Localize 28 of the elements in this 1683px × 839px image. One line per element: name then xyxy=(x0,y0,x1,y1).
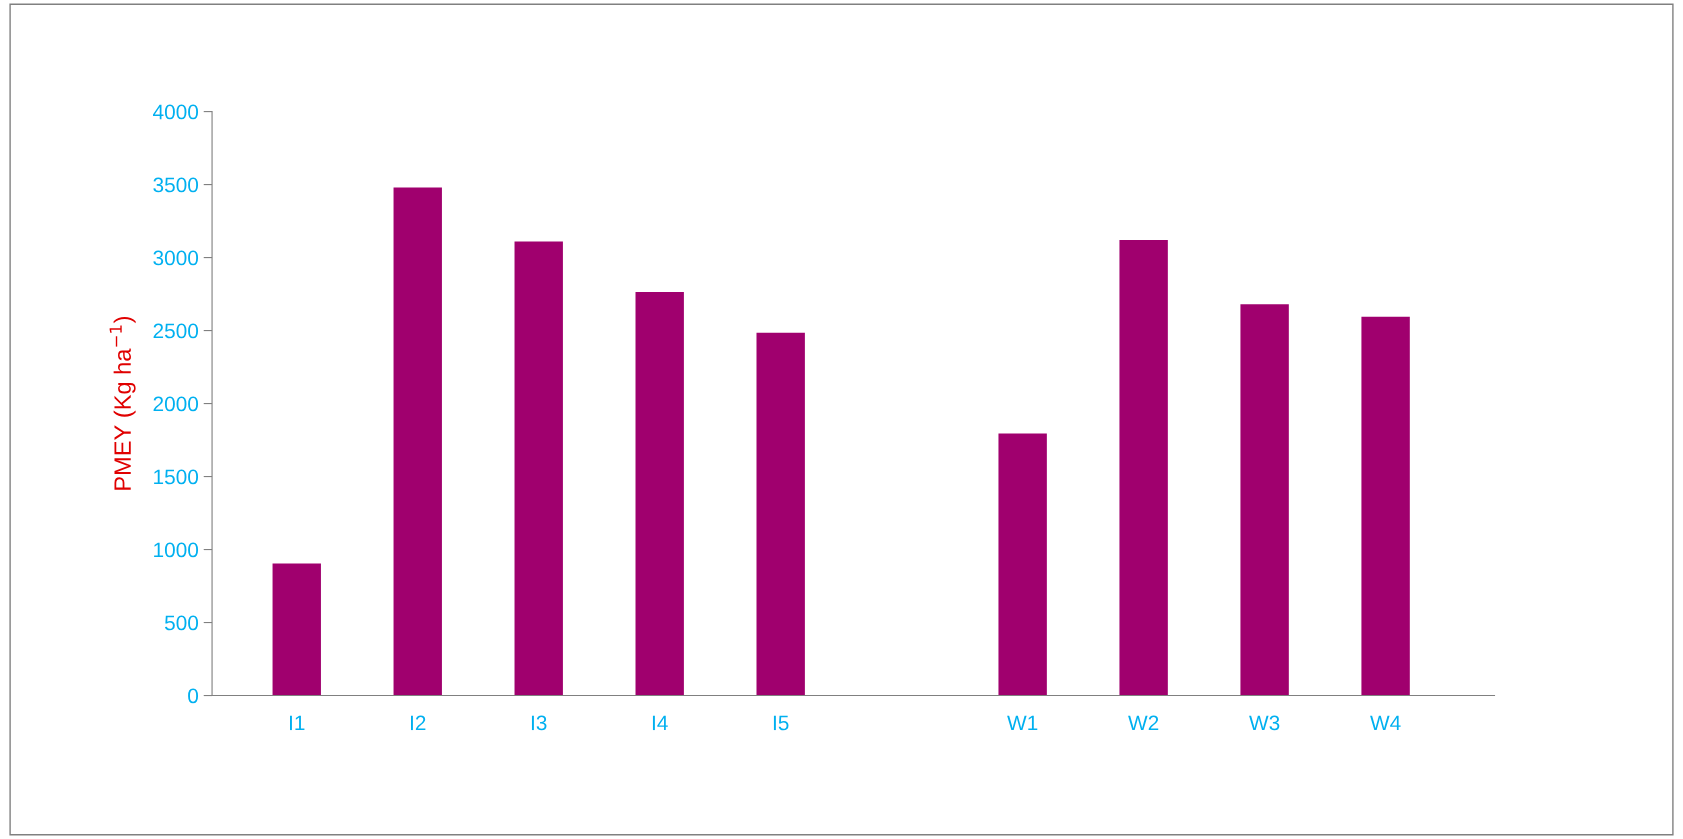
x-tick-label: I3 xyxy=(531,715,547,731)
y-tick-label: 0 xyxy=(188,688,199,704)
x-tick-label: W4 xyxy=(1370,715,1401,731)
bar xyxy=(635,291,684,696)
bar xyxy=(272,563,321,696)
bar xyxy=(514,241,563,696)
y-axis-title: PMEY (Kg ha$^{−1}$) xyxy=(109,316,136,490)
bar xyxy=(1361,316,1410,696)
y-tick-label: 4000 xyxy=(153,104,199,120)
y-tick-label: 3000 xyxy=(153,250,199,266)
y-tick-label: 2000 xyxy=(153,396,199,412)
x-tick-label: I2 xyxy=(410,715,426,731)
y-tick-label: 3500 xyxy=(153,177,199,193)
x-tick-label: W1 xyxy=(1007,715,1038,731)
y-tick-label: 2500 xyxy=(153,323,199,339)
bar xyxy=(998,433,1047,696)
bar xyxy=(1119,240,1168,696)
y-tick-label: 500 xyxy=(164,615,199,631)
bar xyxy=(756,332,805,696)
y-tick-label: 1500 xyxy=(154,469,199,485)
bar xyxy=(393,187,442,696)
x-tick-label: W2 xyxy=(1128,715,1159,731)
x-tick-label: I1 xyxy=(289,715,305,731)
x-tick-label: I5 xyxy=(773,715,789,731)
x-tick-label: W3 xyxy=(1249,715,1280,731)
bar xyxy=(1240,304,1289,696)
x-tick-label: I4 xyxy=(652,715,668,731)
y-tick-label: 1000 xyxy=(154,542,199,558)
